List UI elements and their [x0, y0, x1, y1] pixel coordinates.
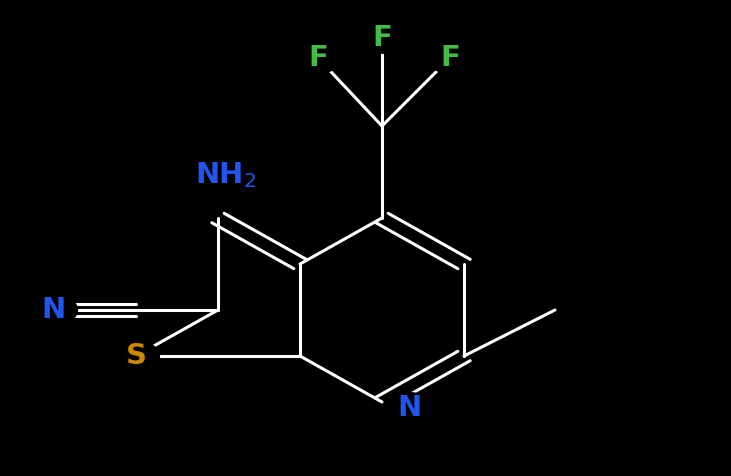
- Circle shape: [387, 393, 433, 423]
- Text: F: F: [308, 44, 328, 72]
- Circle shape: [295, 43, 341, 73]
- Circle shape: [172, 160, 219, 190]
- Text: NH$_2$: NH$_2$: [195, 160, 256, 190]
- Text: F: F: [372, 24, 392, 52]
- Text: N: N: [42, 296, 66, 324]
- Circle shape: [113, 341, 159, 371]
- Text: S: S: [126, 342, 146, 370]
- Circle shape: [31, 295, 77, 325]
- Circle shape: [359, 23, 406, 53]
- Circle shape: [427, 43, 474, 73]
- Text: F: F: [440, 44, 460, 72]
- Text: N: N: [398, 394, 422, 422]
